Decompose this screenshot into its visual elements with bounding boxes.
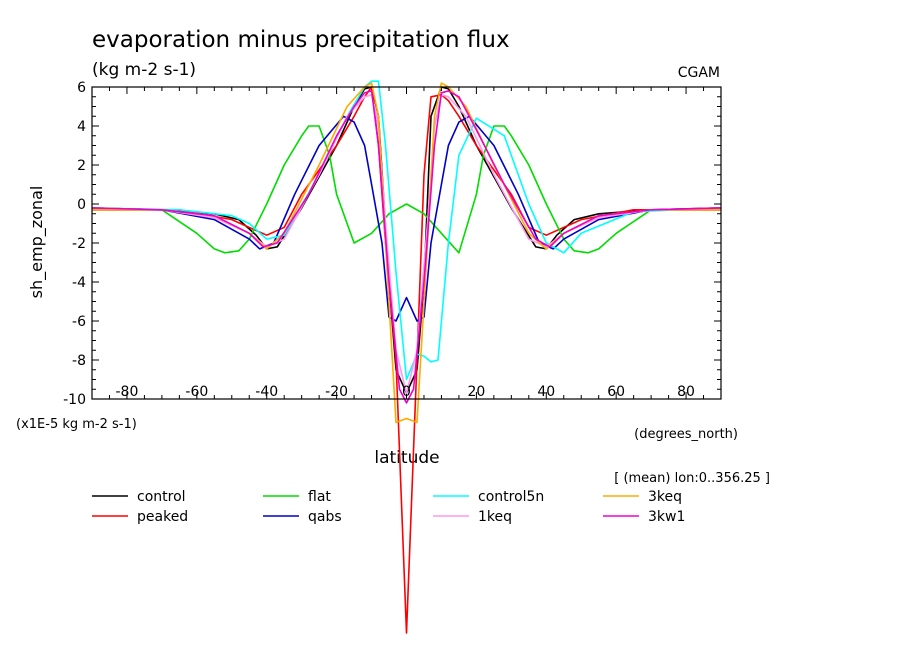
series-line-1keq: [92, 94, 721, 394]
legend-label-control: control: [137, 489, 186, 505]
legend-label-1keq: 1keq: [478, 509, 512, 525]
legend: control flat control5n 3keq peaked qabs 1keq 3k…: [92, 489, 685, 525]
y-tick-label: 4: [77, 119, 86, 135]
y-tick-label: 0: [77, 197, 86, 213]
legend-label-peaked: peaked: [137, 509, 188, 525]
series-line-control: [92, 86, 721, 394]
y-tick-label: -8: [72, 353, 86, 369]
x-units-label: (degrees_north): [634, 427, 738, 442]
chart-title: evaporation minus precipitation flux: [92, 27, 510, 53]
y-tick-label: 2: [77, 158, 86, 174]
legend-label-3keq: 3keq: [648, 489, 682, 505]
x-tick-label: 40: [537, 384, 555, 400]
x-tick-label: -60: [185, 384, 208, 400]
legend-label-qabs: qabs: [308, 509, 342, 525]
source-label: CGAM: [678, 65, 720, 81]
x-tick-label: 0: [402, 384, 411, 400]
chart-subtitle: (kg m-2 s-1): [92, 60, 196, 80]
y-tick-label: -10: [63, 392, 86, 408]
series-line-qabs: [92, 115, 721, 322]
x-tick-label: -20: [325, 384, 348, 400]
y-tick-label: -4: [72, 275, 86, 291]
series-line-peaked: [92, 86, 721, 634]
y-tick-label: -2: [72, 236, 86, 252]
plot-frame: [91, 86, 722, 400]
y-tick-label: -6: [72, 314, 86, 330]
legend-label-3kw1: 3kw1: [648, 509, 685, 525]
y-axis-label: sh_emp_zonal: [27, 186, 47, 299]
y-tick-label: 6: [77, 80, 86, 96]
series-lines: [92, 80, 721, 634]
legend-label-flat: flat: [308, 489, 331, 505]
x-tick-label: -40: [255, 384, 278, 400]
axis-ticks: [91, 86, 722, 400]
x-tick-label: 20: [467, 384, 485, 400]
series-line-flat: [92, 125, 721, 254]
legend-label-control5n: control5n: [478, 489, 544, 505]
series-line-3kw1: [92, 90, 721, 404]
x-tick-label: 60: [607, 384, 625, 400]
x-tick-label: 80: [677, 384, 695, 400]
x-tick-label: -80: [116, 384, 139, 400]
y-units-label: (x1E-5 kg m-2 s-1): [16, 417, 137, 432]
series-line-control5n: [92, 80, 721, 381]
region-note: [ (mean) lon:0..356.25 ]: [614, 471, 770, 486]
x-axis-label: latitude: [374, 448, 439, 468]
